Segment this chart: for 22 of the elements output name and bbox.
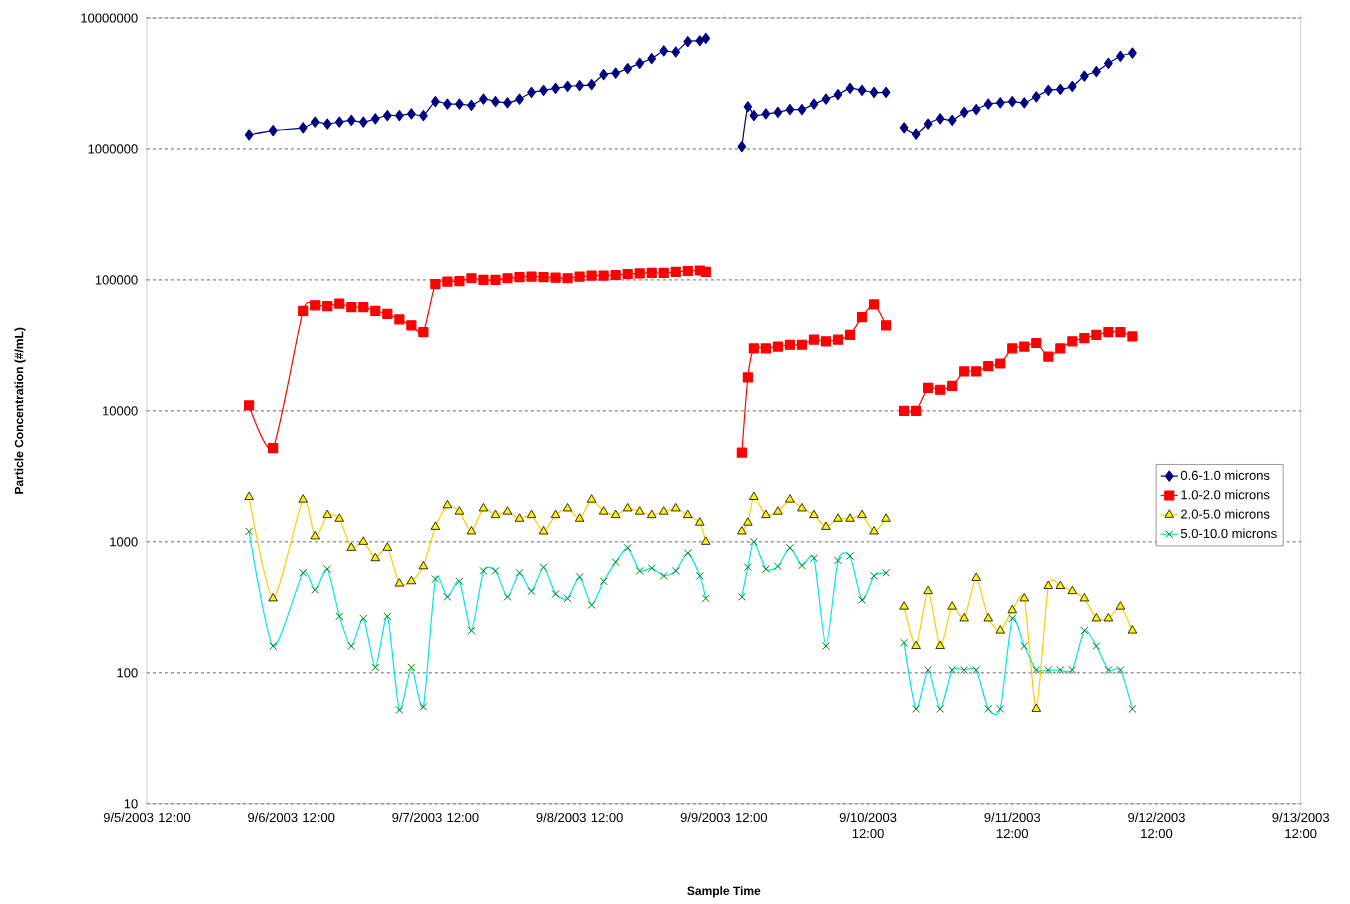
- y-tick-label: 100000: [95, 275, 138, 285]
- x-tick-label: 9/7/2003 12:00: [392, 812, 479, 823]
- y-tick-label: 1000: [110, 537, 138, 547]
- legend-label: 5.0-10.0 microns: [1180, 528, 1277, 539]
- x-tick-label: 9/11/2003 12:00: [984, 812, 1041, 839]
- y-tick-label: 100: [117, 668, 138, 678]
- x-tick-label: 9/8/2003 12:00: [536, 812, 623, 823]
- legend-label: 0.6-1.0 microns: [1180, 470, 1270, 481]
- x-tick-label: 9/9/2003 12:00: [680, 812, 768, 823]
- y-tick-label: 10000: [103, 406, 138, 416]
- x-tick-label: 9/5/2003 12:00: [103, 812, 191, 823]
- legend-label: 2.0-5.0 microns: [1181, 509, 1270, 519]
- x-tick-label: 9/13/2003 12:00: [1272, 812, 1330, 839]
- y-tick-label: 10: [124, 799, 138, 809]
- x-tick-label: 9/12/2003 12:00: [1128, 812, 1185, 839]
- y-tick-label: 1000000: [88, 144, 138, 154]
- y-axis-title: Particle Concentration (#/mL): [14, 327, 26, 494]
- y-tick-label: 10000000: [81, 13, 138, 23]
- legend-label: 1.0-2.0 microns: [1181, 489, 1270, 500]
- x-tick-label: 9/10/2003 12:00: [839, 812, 897, 839]
- x-tick-label: 9/6/2003 12:00: [248, 812, 335, 823]
- x-axis-title: Sample Time: [687, 886, 761, 898]
